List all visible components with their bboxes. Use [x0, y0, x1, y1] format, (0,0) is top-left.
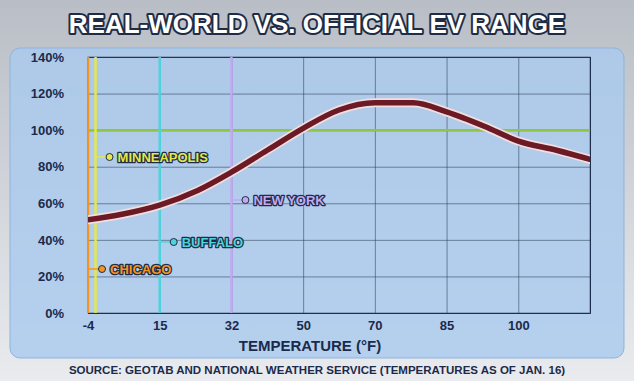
source: SOURCE: GEOTAB AND NATIONAL WEATHER SERV… [69, 364, 565, 376]
y-tick: 40% [38, 233, 590, 248]
y-grid-line [88, 240, 590, 241]
panel [10, 48, 624, 358]
x-tick-label: 32 [225, 318, 239, 333]
x-tick-label: 100 [508, 318, 530, 333]
x-tick: 32 [225, 57, 239, 333]
x-grid-line [447, 57, 448, 313]
annotation-label: BUFFALO [182, 235, 243, 250]
x-tick-label: 70 [368, 318, 382, 333]
x-tick-label: 50 [296, 318, 310, 333]
y-grid-line [88, 130, 590, 131]
y-tick-label: 40% [38, 233, 64, 248]
x-grid-line [303, 57, 304, 313]
x-grid-line [375, 57, 376, 313]
y-tick-label: 60% [38, 196, 64, 211]
annotation-label: NEW YORK [253, 193, 325, 208]
background [0, 0, 634, 381]
annotation-label: CHICAGO [110, 262, 171, 277]
plot-frame [88, 57, 590, 313]
annotation-dot [170, 239, 177, 246]
annotation-label: MINNEAPOLIS [118, 150, 209, 165]
y-tick-label: 100% [31, 123, 65, 138]
annotation-dot [242, 197, 249, 204]
x-axis-title: TEMPERATURE (°F) [239, 337, 381, 354]
range-curve [88, 103, 590, 220]
y-tick-label: 80% [38, 159, 64, 174]
y-tick-label: 0% [45, 306, 64, 321]
x-grid-line [88, 57, 89, 313]
y-tick: 120% [31, 86, 590, 101]
y-tick-label: 140% [31, 50, 65, 65]
annotation-line [88, 57, 89, 313]
title: REAL-WORLD VS. OFFICIAL EV RANGE [69, 9, 565, 39]
x-axis: -4 15 32 50 70 85 100 [83, 57, 591, 333]
x-axis-line [89, 57, 591, 314]
y-axis-line [89, 58, 591, 314]
plot-area [88, 57, 590, 313]
annotation-dot [106, 154, 113, 161]
x-grid-line [231, 57, 232, 313]
annotation-dot [99, 266, 106, 273]
x-tick: 15 [153, 57, 167, 333]
x-grid-line [518, 57, 519, 313]
y-tick-label: 20% [38, 269, 64, 284]
x-tick: 85 [440, 57, 454, 333]
reference-line [88, 129, 590, 132]
x-tick: -4 [83, 57, 95, 333]
y-axis: 0% 20% 40% 60% 80% 100% 120% 140% [31, 50, 590, 321]
x-tick-label: 85 [440, 318, 454, 333]
chart: REAL-WORLD VS. OFFICIAL EV RANGE 0% 20% 40%… [0, 0, 634, 381]
curve-outline [88, 103, 590, 220]
x-tick-label: 15 [153, 318, 167, 333]
y-grid-line [88, 167, 590, 168]
x-tick: 100 [508, 57, 530, 333]
y-tick-label: 120% [31, 86, 65, 101]
y-grid-line [88, 94, 590, 95]
x-tick-label: -4 [83, 318, 95, 333]
annotation-line [230, 57, 233, 313]
annotation-line [94, 57, 97, 313]
